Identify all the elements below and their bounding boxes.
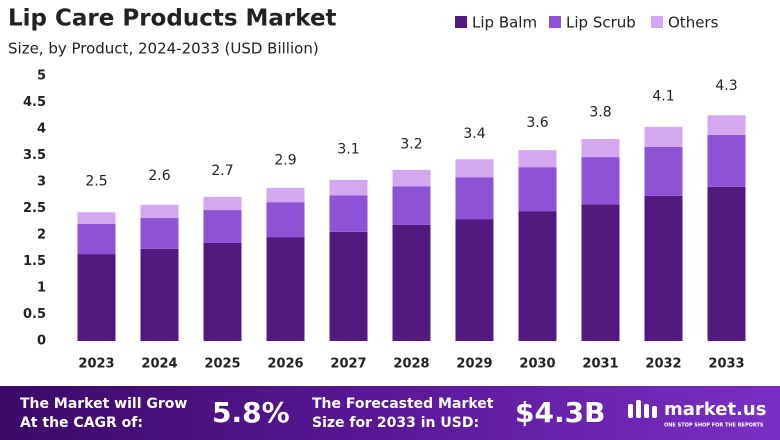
total-label: 2.7 xyxy=(211,163,233,179)
total-label: 3.1 xyxy=(337,142,359,158)
bar-segment xyxy=(329,231,368,341)
bar-segment xyxy=(707,115,746,135)
bar-segment xyxy=(581,157,620,205)
x-tick-label: 2032 xyxy=(645,357,681,372)
total-label: 2.5 xyxy=(85,174,107,190)
bar-segment xyxy=(77,212,116,224)
x-tick-label: 2030 xyxy=(519,357,555,372)
bar-segment xyxy=(140,248,179,341)
forecast-text: Size for 2033 in USD: xyxy=(312,415,479,431)
total-label: 4.1 xyxy=(652,89,674,105)
footer-banner xyxy=(0,386,780,440)
legend-label: Lip Scrub xyxy=(566,14,636,32)
legend-swatch xyxy=(549,16,561,28)
bar-segment xyxy=(455,159,494,178)
bar-segment xyxy=(140,204,179,219)
bar-segment xyxy=(266,202,305,238)
brand: market.us xyxy=(664,399,766,420)
bar-segment xyxy=(707,134,746,187)
bar-segment xyxy=(707,186,746,341)
total-label: 3.6 xyxy=(526,115,548,131)
tagline: ONE STOP SHOP FOR THE REPORTS xyxy=(664,423,764,429)
x-tick-label: 2026 xyxy=(267,357,303,372)
bar-segment xyxy=(581,139,620,158)
bar-segment xyxy=(329,195,368,232)
bar-segment xyxy=(392,224,431,341)
chart-title: Lip Care Products Market xyxy=(8,6,337,32)
forecast-text: The Forecasted Market xyxy=(312,396,494,412)
bar-segment xyxy=(77,223,116,255)
x-tick-label: 2024 xyxy=(141,357,177,372)
bar-segment xyxy=(392,186,431,225)
bar-segment xyxy=(329,179,368,196)
cagr-value: 5.8% xyxy=(212,396,290,429)
y-tick-label: 3 xyxy=(37,175,46,190)
total-label: 2.9 xyxy=(274,152,296,168)
bar-segment xyxy=(203,242,242,341)
bar-segment xyxy=(392,169,431,187)
x-tick-label: 2025 xyxy=(204,357,240,372)
bar-segment xyxy=(518,167,557,212)
bar-segment xyxy=(518,211,557,341)
y-tick-label: 0 xyxy=(37,334,46,349)
cagr-text: The Market will Grow xyxy=(20,396,187,412)
cagr-text: At the CAGR of: xyxy=(20,415,143,431)
legend-swatch xyxy=(455,16,467,28)
bar-segment xyxy=(644,147,683,196)
chart-subtitle: Size, by Product, 2024-2033 (USD Billion… xyxy=(8,40,319,58)
y-tick-label: 0.5 xyxy=(23,307,46,322)
legend-label: Others xyxy=(668,14,719,32)
x-tick-label: 2028 xyxy=(393,357,429,372)
bar-segment xyxy=(203,210,242,243)
total-label: 3.8 xyxy=(589,105,611,121)
total-label: 3.2 xyxy=(400,136,422,152)
y-tick-label: 4.5 xyxy=(23,95,46,110)
y-tick-label: 1 xyxy=(37,281,46,296)
bar-segment xyxy=(140,218,179,249)
forecast-value: $4.3B xyxy=(515,396,605,429)
total-label: 3.4 xyxy=(463,126,485,142)
total-label: 4.3 xyxy=(715,78,737,94)
bar-segment xyxy=(455,177,494,220)
bar-segment xyxy=(581,204,620,341)
bar-segment xyxy=(644,126,683,148)
bar-segment xyxy=(518,150,557,168)
brand-logo xyxy=(628,400,657,418)
bar-segment xyxy=(266,187,305,203)
y-tick-label: 5 xyxy=(37,69,46,84)
legend-swatch xyxy=(651,16,663,28)
x-tick-label: 2029 xyxy=(456,357,492,372)
legend: Lip Balm Lip Scrub Others xyxy=(455,14,719,32)
y-tick-label: 2.5 xyxy=(23,201,46,216)
x-tick-label: 2027 xyxy=(330,357,366,372)
legend-label: Lip Balm xyxy=(472,14,537,32)
x-tick-label: 2031 xyxy=(582,357,618,372)
bar-segment xyxy=(644,195,683,341)
total-label: 2.6 xyxy=(148,168,170,184)
y-tick-label: 3.5 xyxy=(23,148,46,163)
y-tick-label: 1.5 xyxy=(23,254,46,269)
y-tick-label: 2 xyxy=(37,228,46,243)
x-tick-label: 2023 xyxy=(78,357,114,372)
bar-segment xyxy=(266,237,305,341)
y-tick-label: 4 xyxy=(37,122,46,137)
bar-segment xyxy=(455,219,494,341)
bar-segment xyxy=(203,196,242,211)
bar-segment xyxy=(77,254,116,341)
x-tick-label: 2033 xyxy=(708,357,744,372)
